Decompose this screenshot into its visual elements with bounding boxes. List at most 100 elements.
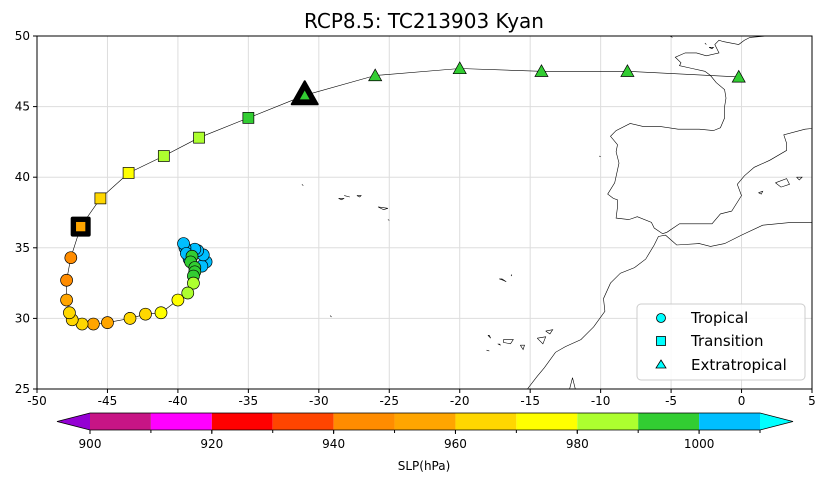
colorbar-label: SLP(hPa) — [398, 459, 451, 473]
island-outline — [701, 28, 704, 29]
track-point-tropical — [101, 316, 114, 329]
x-tick-label: -50 — [27, 394, 47, 408]
y-axis: 25 30 35 40 45 50 — [15, 29, 37, 396]
track-point-tropical — [154, 306, 168, 320]
coastline-africa — [527, 222, 812, 389]
x-tick-label: -35 — [239, 394, 259, 408]
colorbar-tick-label: 900 — [79, 437, 102, 451]
island-outline — [486, 349, 490, 352]
y-tick-label: 40 — [15, 170, 30, 184]
colorbar-segment — [272, 413, 334, 430]
colorbar-tick-label: 1000 — [684, 437, 715, 451]
legend: Tropical Transition Extratropical — [636, 303, 806, 381]
track-point-tropical — [64, 251, 78, 265]
island-outline — [344, 195, 350, 198]
colorbar-under-extension — [57, 413, 90, 430]
colorbar-segment — [394, 413, 456, 430]
plot-title: RCP8.5: TC213903 Kyan — [304, 9, 544, 33]
track-point-extratropical — [368, 68, 383, 82]
colorbar-segment — [333, 413, 395, 430]
y-tick-label: 50 — [15, 29, 30, 43]
track-point-transition — [94, 192, 107, 205]
legend-label-tropical: Tropical — [690, 309, 748, 327]
legend-box — [636, 303, 806, 381]
legend-extratropical-marker — [655, 359, 667, 369]
colorbar-segment — [577, 413, 639, 430]
island-outline — [796, 176, 803, 181]
colorbar-tick-label: 920 — [200, 437, 223, 451]
island-outline — [329, 315, 332, 318]
x-tick-label: -20 — [450, 394, 470, 408]
legend-label-transition: Transition — [690, 332, 764, 350]
island-outline — [599, 155, 601, 157]
island-outline — [708, 47, 715, 50]
track-point-transition — [157, 150, 170, 162]
island-outline — [510, 274, 513, 277]
track-point-tropical — [123, 312, 137, 325]
track-point-transition — [75, 221, 87, 232]
island-outline — [758, 190, 764, 195]
island-outline — [520, 344, 525, 351]
island-outline — [356, 195, 362, 198]
colorbar-tick-label: 960 — [444, 437, 467, 451]
track-point-tropical — [60, 293, 73, 307]
track-point-extratropical — [620, 64, 635, 77]
track-point-extratropical — [534, 64, 549, 77]
map-frame — [36, 35, 813, 390]
x-tick-label: 0 — [738, 394, 746, 408]
colorbar-ticks: 900 920 940 960 980 1000 — [79, 430, 761, 451]
track-point-extratropical — [298, 89, 311, 101]
track-point-tropical — [63, 306, 76, 320]
colorbar-segment — [699, 413, 760, 430]
legend-label-extratropical: Extratropical — [691, 356, 787, 374]
x-tick-label: -5 — [665, 394, 677, 408]
coastline-segment — [569, 377, 576, 389]
island-outline — [499, 278, 507, 282]
x-tick-label: -15 — [520, 394, 540, 408]
colorbar-segment — [211, 413, 273, 430]
track-point-tropical — [187, 276, 200, 290]
legend-tropical-marker — [656, 313, 666, 323]
colorbar-segment — [455, 413, 517, 430]
island-outline — [487, 335, 491, 339]
track-point-tropical — [171, 293, 185, 307]
track-point-tropical — [60, 273, 73, 287]
track-point-transition — [122, 167, 135, 179]
track-points — [60, 61, 746, 331]
x-tick-label: -40 — [168, 394, 188, 408]
island-outline — [377, 206, 388, 211]
colorbar-tick-label: 940 — [322, 437, 345, 451]
colorbar-segments — [56, 412, 794, 431]
colorbar-segment — [638, 413, 700, 430]
island-outline — [775, 178, 790, 188]
island-outline — [301, 184, 304, 186]
x-tick-label: -30 — [309, 394, 329, 408]
x-tick-label: -45 — [98, 394, 118, 408]
island-outline — [503, 339, 514, 345]
track-point-extratropical — [731, 69, 746, 83]
island-outline — [536, 336, 547, 345]
colorbar-segment — [90, 413, 151, 430]
map-area: -50 -45 -40 -35 -30 -25 -20 -15 -10 -5 0 5 25303540… — [15, 28, 816, 408]
coastlines — [301, 28, 812, 389]
track-point-tropical — [139, 307, 152, 321]
track-point-tropical — [181, 286, 195, 300]
x-tick-label: 5 — [808, 394, 816, 408]
colorbar-segment — [150, 413, 212, 430]
y-tick-label: 30 — [15, 311, 30, 325]
y-tick-label: 35 — [15, 241, 30, 255]
track-point-transition — [242, 112, 255, 124]
track-point-extratropical — [452, 61, 467, 75]
y-tick-label: 45 — [15, 100, 30, 114]
map-clip — [60, 28, 812, 389]
coastline-europe — [607, 36, 812, 235]
island-outline — [497, 343, 501, 346]
x-tick-label: -10 — [591, 394, 611, 408]
track-point-transition — [193, 131, 205, 144]
colorbar-segment — [516, 413, 578, 430]
x-tick-label: -25 — [379, 394, 399, 408]
track-point-tropical — [87, 317, 100, 331]
island-outline — [545, 329, 554, 335]
colorbar-over-extension — [760, 413, 793, 430]
